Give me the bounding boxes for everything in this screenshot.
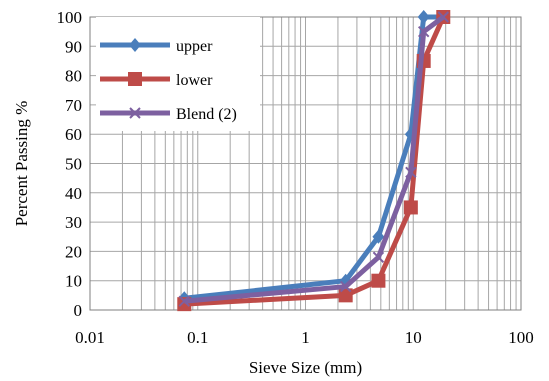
- y-tick-label: 40: [65, 184, 82, 203]
- y-tick-label: 30: [65, 213, 82, 232]
- marker-stroke: [405, 166, 417, 178]
- series-blend-2: [178, 11, 449, 307]
- marker-stroke: [178, 295, 190, 307]
- data-point: [371, 273, 386, 288]
- legend: upper lower Blend (2): [96, 17, 260, 131]
- legend-marker: [129, 38, 141, 52]
- marker-stroke: [437, 11, 449, 23]
- legend-item: lower: [100, 72, 213, 89]
- legend-marker: [129, 107, 141, 119]
- tick-labels: 0 10 20 30 40 50 60 70 80 90 100 0.01 0.1 1 10 100: [57, 8, 534, 347]
- y-tick-label: 60: [65, 125, 82, 144]
- y-tick-label: 100: [57, 8, 83, 27]
- x-tick-label: 10: [405, 328, 422, 347]
- marker-stroke: [417, 25, 430, 38]
- x-tick-label: 0.1: [187, 328, 208, 347]
- marker-stroke: [372, 251, 385, 263]
- x-tick-label: 0.01: [75, 328, 105, 347]
- data-point: [339, 280, 352, 293]
- y-tick-label: 20: [65, 242, 82, 261]
- plot-area-frame: [89, 16, 522, 311]
- series-layer: [177, 10, 451, 312]
- y-axis-title: Percent Passing %: [12, 101, 31, 227]
- marker-stroke: [339, 280, 352, 293]
- legend-label: lower: [176, 72, 213, 89]
- y-tick-label: 80: [65, 67, 82, 86]
- data-point: [372, 251, 385, 263]
- legend-item: upper: [100, 38, 213, 55]
- x-tick-label: 1: [301, 328, 310, 347]
- x-axis-title: Sieve Size (mm): [249, 358, 362, 377]
- data-point: [403, 200, 418, 215]
- data-point: [417, 25, 430, 38]
- data-point: [405, 166, 417, 178]
- data-point: [372, 229, 385, 244]
- x-tick-label: 100: [508, 328, 534, 347]
- y-tick-label: 90: [65, 37, 82, 56]
- legend-label: Blend (2): [176, 106, 237, 123]
- data-point: [338, 288, 353, 303]
- y-tick-label: 50: [65, 155, 82, 174]
- legend-item: Blend (2): [100, 106, 237, 123]
- legend-label: upper: [176, 38, 213, 55]
- series-line: [184, 15, 446, 307]
- data-point: [178, 295, 190, 307]
- data-point: [417, 10, 430, 24]
- marker-stroke: [129, 107, 141, 119]
- y-tick-label: 70: [65, 96, 82, 115]
- y-tick-label: 10: [65, 272, 82, 291]
- data-point: [437, 11, 449, 23]
- y-tick-label: 0: [74, 301, 83, 320]
- legend-marker: [128, 72, 142, 86]
